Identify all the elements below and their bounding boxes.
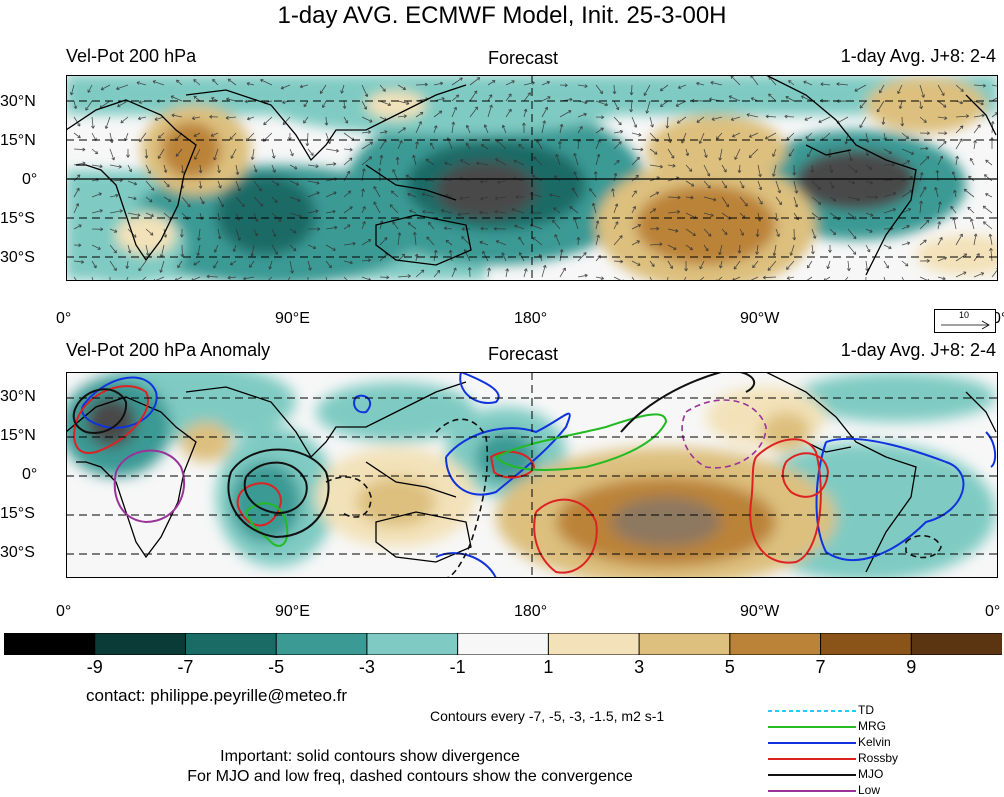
panel1-lon-90w: 90°W	[740, 310, 780, 327]
velocity-potential-map	[66, 75, 998, 281]
colorbar-swatch	[547, 633, 641, 655]
panel2-right-label: 1-day Avg. J+8: 2-4	[840, 340, 996, 360]
panel2-lon-0-east: 0°	[985, 603, 1001, 620]
legend-line-icon	[768, 726, 856, 728]
legend-label: Rossby	[858, 751, 899, 765]
colorbar-swatch	[94, 633, 187, 655]
panel1-lon-0: 0°	[56, 310, 72, 327]
colorbar-tick-label: -9	[86, 657, 103, 677]
colorbar	[4, 633, 1002, 655]
vector-key-arrow-icon	[941, 320, 990, 330]
panel1-center-label: Forecast	[488, 48, 559, 68]
panel1-lat-30s: 30°S	[0, 249, 35, 266]
legend-label: MJO	[858, 767, 884, 781]
colorbar-swatch	[4, 633, 96, 655]
vector-reference-key: 10	[934, 309, 996, 333]
panel2-lon-0: 0°	[56, 603, 72, 620]
contours-note: Contours every -7, -5, -3, -1.5, m2 s-1	[430, 708, 665, 724]
legend-line-icon	[768, 790, 856, 792]
colorbar-swatch	[457, 633, 550, 655]
legend-label: Kelvin	[858, 735, 891, 749]
panel2-lon-180: 180°	[514, 603, 548, 620]
panel2-left-label: Vel-Pot 200 hPa Anomaly	[66, 340, 271, 360]
legend-label: Low	[858, 783, 881, 797]
colorbar-tick-label: 1	[543, 657, 554, 677]
page-title: 1-day AVG. ECMWF Model, Init. 25-3-00H	[277, 2, 727, 29]
colorbar-tick-label: -7	[177, 657, 194, 677]
panel1-lon-90e: 90°E	[275, 310, 310, 327]
colorbar-swatch	[820, 633, 913, 655]
colorbar-swatch	[275, 633, 368, 655]
colorbar-tick-label: -3	[358, 657, 375, 677]
velocity-potential-anomaly-map	[66, 372, 998, 578]
panel1-right-label: 1-day Avg. J+8: 2-4	[840, 46, 996, 66]
colorbar-tick-label: 5	[724, 657, 735, 677]
colorbar-tick-label: 7	[815, 657, 826, 677]
legend-line-icon	[768, 742, 856, 744]
legend-label: TD	[858, 703, 874, 717]
legend-line-icon	[768, 710, 856, 712]
panel2-lat-30n: 30°N	[0, 388, 36, 405]
colorbar-tick-label: 3	[634, 657, 645, 677]
legend-line-icon	[768, 758, 856, 760]
colorbar-swatch	[366, 633, 459, 655]
colorbar-tick-label: 9	[906, 657, 917, 677]
note-line-2: For MJO and low freq, dashed contours sh…	[187, 768, 633, 785]
panel1-left-label: Vel-Pot 200 hPa	[66, 46, 197, 66]
vector-key-value: 10	[959, 310, 970, 320]
panel2-lat-15s: 15°S	[0, 505, 35, 522]
panel1-lon-180: 180°	[514, 310, 548, 327]
colorbar-tick-label: -1	[449, 657, 466, 677]
colorbar-tick-label: -5	[268, 657, 285, 677]
note-line-1: Important: solid contours show divergenc…	[220, 748, 520, 765]
colorbar-swatch	[910, 633, 1002, 655]
panel2-lat-0: 0°	[22, 466, 38, 483]
panel1-lat-0: 0°	[22, 171, 38, 188]
panel2-lon-90e: 90°E	[275, 603, 310, 620]
colorbar-swatch	[184, 633, 278, 655]
panel2-map	[66, 372, 998, 578]
colorbar-swatch	[729, 633, 822, 655]
legend-line-icon	[768, 774, 856, 776]
legend-label: MRG	[858, 719, 886, 733]
panel1-lat-15n: 15°N	[0, 132, 36, 149]
panel1-lat-15s: 15°S	[0, 210, 35, 227]
panel2-center-label: Forecast	[488, 344, 559, 364]
panel2-lat-15n: 15°N	[0, 427, 36, 444]
colorbar-swatch	[638, 633, 731, 655]
panel2-lon-90w: 90°W	[740, 603, 780, 620]
contact-text: contact: philippe.peyrille@meteo.fr	[86, 686, 348, 705]
panel1-map	[66, 75, 998, 281]
panel1-lat-30n: 30°N	[0, 93, 36, 110]
panel2-lat-30s: 30°S	[0, 544, 35, 561]
